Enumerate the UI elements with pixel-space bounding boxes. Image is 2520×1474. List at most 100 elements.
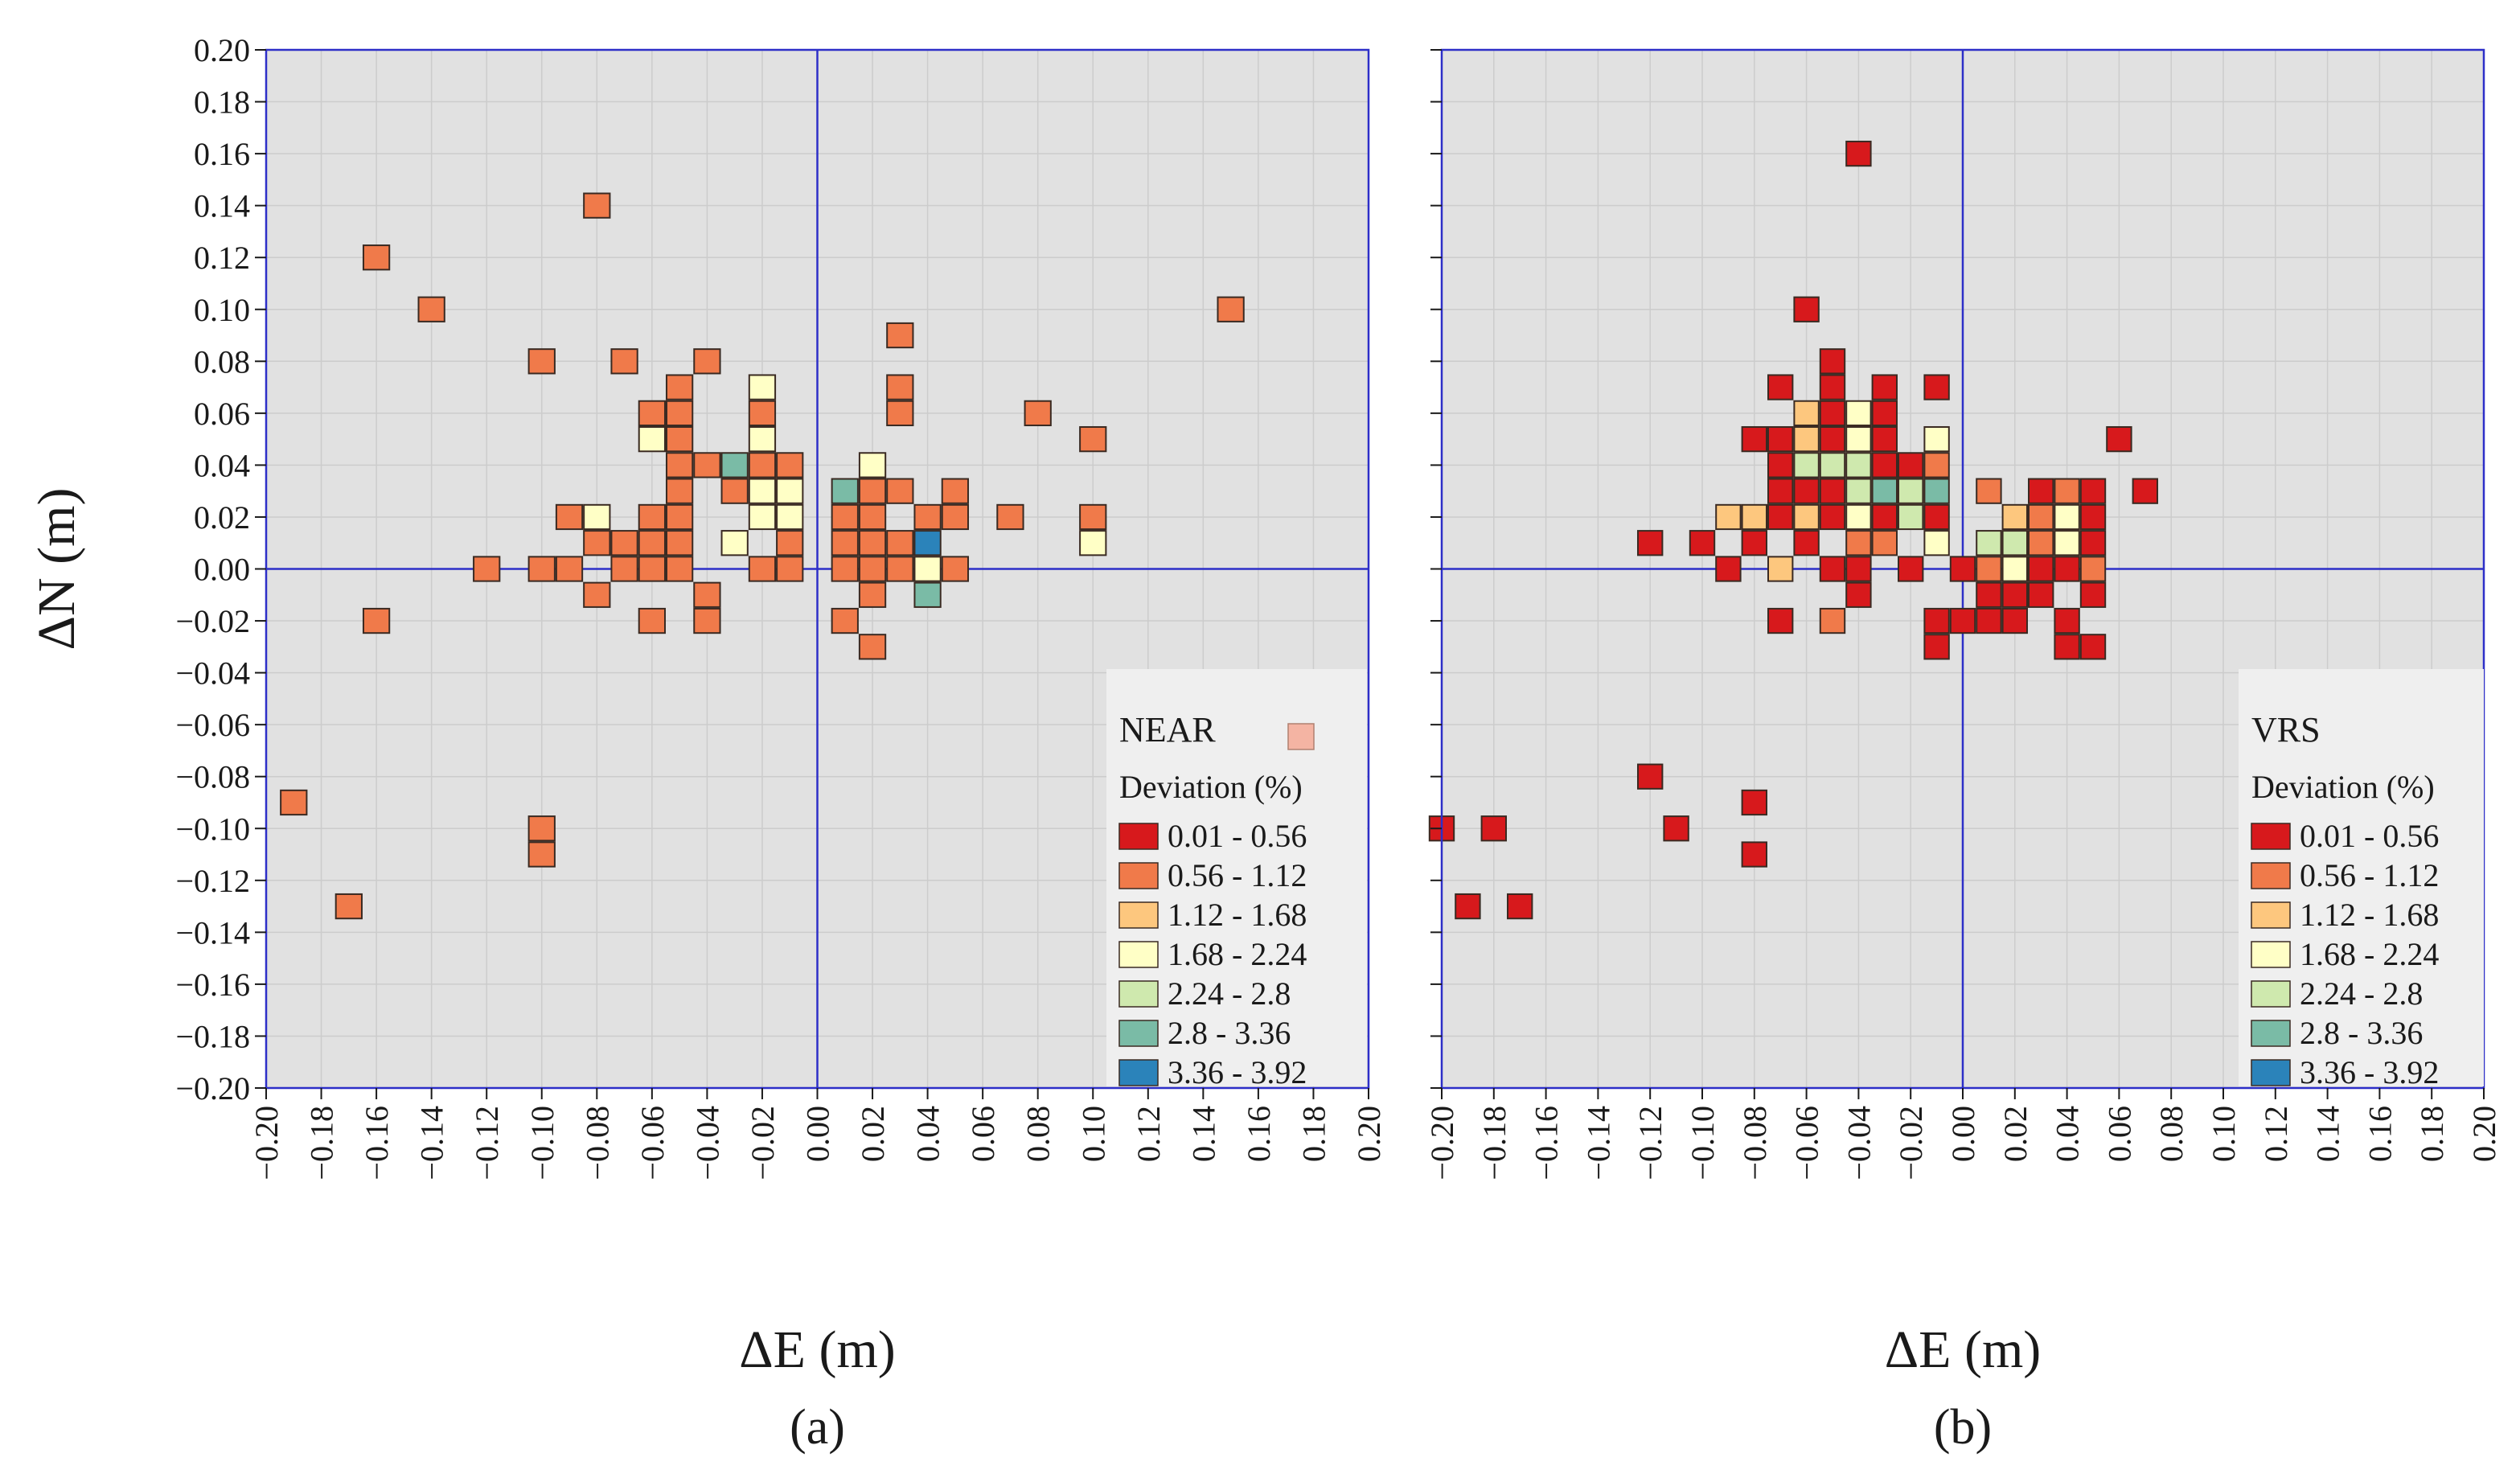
data-cell bbox=[556, 556, 582, 581]
y-tick-label: 0.04 bbox=[194, 447, 250, 483]
panel-caption: (b) bbox=[1934, 1400, 1992, 1455]
data-cell bbox=[529, 349, 555, 373]
x-tick-label: 0.18 bbox=[2414, 1106, 2450, 1162]
y-tick-label: −0.04 bbox=[175, 655, 250, 692]
data-cell bbox=[1820, 401, 1845, 425]
data-cell bbox=[1638, 531, 1662, 555]
data-cell bbox=[1820, 453, 1845, 477]
x-tick-label: −0.04 bbox=[689, 1106, 725, 1180]
data-cell bbox=[942, 556, 968, 581]
data-cell bbox=[1846, 479, 1870, 503]
data-cell bbox=[1924, 531, 1948, 555]
data-cell bbox=[2003, 609, 2027, 633]
data-cell bbox=[1690, 531, 1714, 555]
y-tick-label: −0.12 bbox=[175, 863, 250, 899]
y-tick-label: −0.08 bbox=[175, 759, 250, 795]
data-cell bbox=[1820, 427, 1845, 451]
x-tick-label: 0.04 bbox=[910, 1106, 946, 1162]
y-tick-label: −0.20 bbox=[175, 1070, 250, 1107]
legend-entry: 2.8 - 3.36 bbox=[1168, 1015, 1291, 1051]
data-cell bbox=[2003, 531, 2027, 555]
x-tick-label: 0.10 bbox=[2206, 1106, 2242, 1162]
data-cell bbox=[1846, 142, 1870, 166]
data-cell bbox=[914, 531, 940, 555]
x-tick-label: 0.00 bbox=[800, 1106, 836, 1162]
legend-swatch bbox=[1119, 1060, 1158, 1086]
y-tick-label: 0.14 bbox=[194, 188, 250, 224]
legend-swatch bbox=[1119, 942, 1158, 967]
x-tick-label: −0.12 bbox=[1632, 1106, 1668, 1180]
legend-entry: 1.12 - 1.68 bbox=[1168, 897, 1307, 933]
data-cell bbox=[1924, 427, 1948, 451]
x-tick-label: 0.20 bbox=[2466, 1106, 2502, 1162]
data-cell bbox=[2081, 583, 2105, 607]
legend-entry: 0.56 - 1.12 bbox=[1168, 857, 1307, 893]
data-cell bbox=[1873, 531, 1897, 555]
data-cell bbox=[1768, 556, 1792, 581]
data-cell bbox=[1976, 556, 2001, 581]
x-tick-label: −0.04 bbox=[1841, 1106, 1877, 1180]
data-cell bbox=[1846, 556, 1870, 581]
y-tick-label: −0.10 bbox=[175, 811, 250, 847]
x-tick-label: −0.08 bbox=[579, 1106, 615, 1180]
x-tick-label: −0.12 bbox=[469, 1106, 505, 1180]
data-cell bbox=[2081, 505, 2105, 529]
legend-swatch bbox=[1119, 1020, 1158, 1046]
data-cell bbox=[2029, 556, 2053, 581]
data-cell bbox=[1508, 894, 1532, 918]
x-tick-label: 0.18 bbox=[1295, 1106, 1332, 1162]
x-tick-label: −0.08 bbox=[1737, 1106, 1773, 1180]
data-cell bbox=[611, 349, 637, 373]
data-cell bbox=[1742, 427, 1767, 451]
data-cell bbox=[887, 556, 913, 581]
data-cell bbox=[1846, 427, 1870, 451]
data-cell bbox=[749, 427, 775, 451]
data-cell bbox=[1924, 609, 1948, 633]
y-tick-label: −0.06 bbox=[175, 707, 250, 743]
data-cell bbox=[1924, 505, 1948, 529]
x-tick-label: 0.02 bbox=[855, 1106, 891, 1162]
data-cell bbox=[667, 556, 692, 581]
legend-swatch bbox=[1119, 902, 1158, 928]
data-cell bbox=[1768, 453, 1792, 477]
data-cell bbox=[1898, 479, 1923, 503]
data-cell bbox=[860, 583, 885, 607]
data-cell bbox=[860, 505, 885, 529]
data-cell bbox=[1924, 453, 1948, 477]
data-cell bbox=[1794, 401, 1818, 425]
x-axis-label: ΔE (m) bbox=[1885, 1320, 2042, 1379]
legend-name: VRS bbox=[2251, 710, 2321, 749]
data-cell bbox=[914, 583, 940, 607]
data-cell bbox=[832, 479, 858, 503]
x-tick-label: 0.16 bbox=[2362, 1106, 2398, 1162]
data-cell bbox=[1742, 531, 1767, 555]
data-cell bbox=[639, 505, 665, 529]
data-cell bbox=[639, 427, 665, 451]
data-cell bbox=[749, 556, 775, 581]
legend-entry: 3.36 - 3.92 bbox=[1168, 1054, 1307, 1090]
legend-entry: 0.01 - 0.56 bbox=[1168, 818, 1307, 854]
data-cell bbox=[887, 479, 913, 503]
data-cell bbox=[2029, 531, 2053, 555]
data-cell bbox=[529, 842, 555, 866]
data-cell bbox=[1846, 453, 1870, 477]
data-cell bbox=[1846, 505, 1870, 529]
data-cell bbox=[1742, 505, 1767, 529]
x-tick-label: 0.04 bbox=[2050, 1106, 2086, 1162]
y-tick-label: 0.00 bbox=[194, 552, 250, 588]
legend-entry: 2.24 - 2.8 bbox=[1168, 975, 1291, 1012]
data-cell bbox=[777, 479, 802, 503]
legend-entry: 2.24 - 2.8 bbox=[2300, 975, 2423, 1012]
y-axis-label: ΔN (m) bbox=[27, 488, 86, 651]
data-cell bbox=[1768, 505, 1792, 529]
data-cell bbox=[777, 505, 802, 529]
data-cell bbox=[667, 479, 692, 503]
data-cell bbox=[281, 790, 306, 815]
data-cell bbox=[639, 609, 665, 633]
data-cell bbox=[694, 349, 720, 373]
data-cell bbox=[667, 531, 692, 555]
y-tick-label: 0.02 bbox=[194, 499, 250, 536]
legend-swatch bbox=[2251, 823, 2290, 849]
data-cell bbox=[749, 375, 775, 399]
data-cell bbox=[584, 583, 609, 607]
